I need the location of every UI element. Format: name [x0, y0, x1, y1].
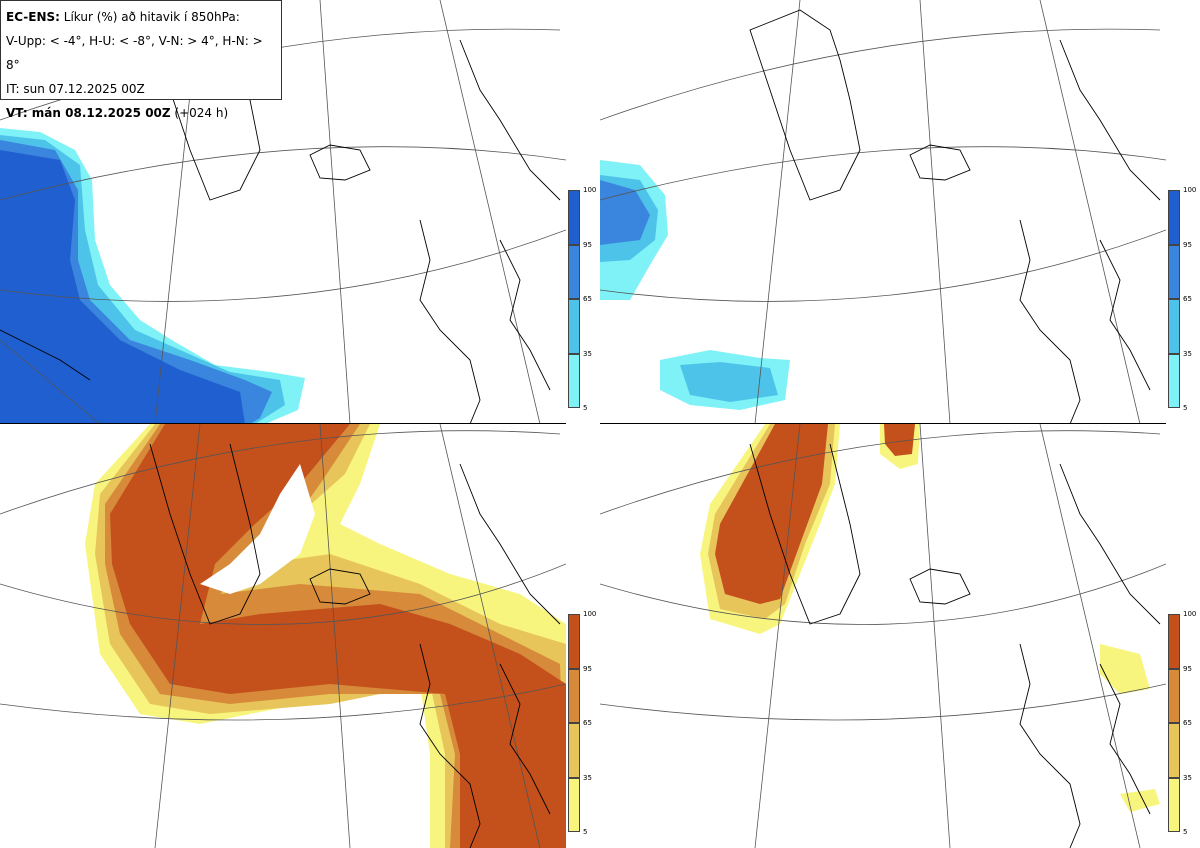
map-v-n	[0, 424, 566, 848]
colorbar-segment-warm	[1168, 777, 1180, 832]
colorbar-tick-label: 35	[1183, 349, 1192, 358]
colorbar-tick-label: 35	[1183, 773, 1192, 782]
colorbar-tick-label: 65	[583, 295, 592, 303]
map-panel-v-n	[0, 424, 566, 848]
divider-horizontal-right	[600, 423, 1166, 424]
colorbar-segment-cold	[1168, 190, 1180, 245]
criteria-text: V-Upp: < -4°, H-U: < -8°, V-N: > 4°, H-N…	[6, 34, 263, 72]
prob-region-yellow-3	[1100, 644, 1150, 694]
map-title: Líkur (%) að hitavik í 850hPa:	[59, 10, 240, 24]
colorbar-segment-cold	[1168, 299, 1180, 354]
colorbar-segment-cold	[568, 190, 580, 245]
colorbar-segment-cold	[1168, 244, 1180, 299]
prob-region-dark-orange-2	[884, 424, 915, 456]
colorbar-tick-label: 95	[1183, 240, 1192, 249]
colorbar-segment-warm	[1168, 668, 1180, 723]
colorbar-segment-cold	[568, 299, 580, 354]
valid-time: VT: mán 08.12.2025 00Z	[6, 106, 171, 120]
colorbar-tick-label: 5	[583, 828, 588, 836]
prob-region-yellow-4	[1120, 789, 1160, 812]
colorbar-tick-label: 5	[1183, 828, 1188, 836]
model-label: EC-ENS:	[6, 10, 60, 24]
forecast-hour: (+024 h)	[170, 106, 229, 120]
colorbar-cold-right: 100 95 65 35 5	[1168, 186, 1198, 412]
colorbar-tick-label: 65	[1183, 719, 1192, 727]
graticule	[0, 424, 566, 848]
colorbar-segment-warm	[1168, 614, 1180, 669]
colorbar-tick-label: 100	[583, 186, 597, 194]
colorbar-tick-label: 5	[1183, 404, 1188, 412]
colorbar-segment-warm	[1168, 723, 1180, 778]
colorbar-segment-cold	[1168, 353, 1180, 408]
prob-region-darkest	[0, 150, 245, 424]
prob-region-gap	[200, 464, 315, 594]
colorbar-warm-right: 100 95 65 35 5	[1168, 610, 1198, 836]
prob-region-dark	[600, 180, 650, 245]
colorbar-tick-label: 95	[583, 240, 592, 249]
colorbar-segment-warm	[568, 668, 580, 723]
colorbar-segment-warm	[568, 614, 580, 669]
map-h-n	[600, 424, 1166, 848]
map-h-u	[600, 0, 1166, 424]
map-v-upp	[0, 0, 566, 424]
graticule	[600, 424, 1166, 848]
colorbar-tick-label: 100	[1183, 610, 1197, 618]
prob-region-mid-2	[680, 362, 778, 402]
map-panel-v-upp: EC-ENS: Líkur (%) að hitavik í 850hPa: V…	[0, 0, 566, 424]
colorbar-tick-label: 95	[1183, 664, 1192, 673]
colorbar-tick-label: 65	[1183, 295, 1192, 303]
colorbar-tick-label: 100	[1183, 186, 1197, 194]
colorbar-cold-left: 100 95 65 35 5	[568, 186, 598, 412]
colorbar-tick-label: 65	[583, 719, 592, 727]
colorbar-tick-label: 35	[583, 773, 592, 782]
colorbar-tick-label: 35	[583, 349, 592, 358]
colorbar-tick-label: 5	[583, 404, 588, 412]
prob-region-dark-orange	[110, 424, 566, 848]
coastlines	[749, 9, 1161, 424]
graticule	[600, 0, 1166, 424]
map-panel-h-n	[600, 424, 1166, 848]
map-panel-h-u	[600, 0, 1166, 424]
divider-horizontal-left	[0, 423, 566, 424]
colorbar-segment-cold	[568, 353, 580, 408]
colorbar-segment-warm	[568, 777, 580, 832]
colorbar-tick-label: 100	[583, 610, 597, 618]
colorbar-warm-left: 100 95 65 35 5	[568, 610, 598, 836]
coastlines	[749, 443, 1161, 848]
colorbar-segment-cold	[568, 244, 580, 299]
initial-time: IT: sun 07.12.2025 00Z	[6, 82, 145, 96]
colorbar-tick-label: 95	[583, 664, 592, 673]
info-box: EC-ENS: Líkur (%) að hitavik í 850hPa: V…	[0, 0, 282, 120]
colorbar-segment-warm	[568, 723, 580, 778]
prob-region-dark-orange	[715, 424, 828, 604]
coastlines	[0, 9, 561, 424]
coastlines	[149, 443, 561, 848]
